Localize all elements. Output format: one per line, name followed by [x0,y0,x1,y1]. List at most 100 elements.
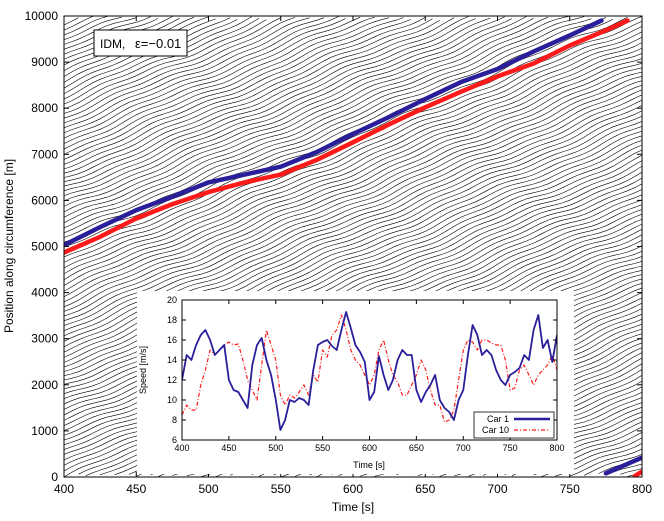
trajectory-line-85 [64,42,642,286]
trajectory-line-93 [64,17,607,243]
trajectory-line-110 [64,17,404,160]
inset-x-tick-label-650: 650 [409,443,424,453]
inset-legend: Car 1 Car 10 [473,411,555,439]
trajectory-line-4 [584,454,642,476]
inset-background [137,291,574,474]
main-x-tick-label-700: 700 [487,482,507,496]
inset-y-tick-label-12: 12 [167,375,177,385]
inset-y-axis-label: Speed [m/s] [138,346,148,394]
inset-x-tick-label-600: 600 [362,443,377,453]
legend-label-car-10: Car 10 [482,425,509,435]
main-x-tick-label-500: 500 [198,482,218,496]
inset-y-tick-label-6: 6 [172,435,177,445]
trajectory-line-106 [64,19,440,178]
trajectory-line-134 [64,16,108,36]
trajectory-line-81 [64,63,642,307]
trajectory-line-104 [64,16,469,187]
main-x-tick-label-750: 750 [560,482,580,496]
main-y-tick-label-2000: 2000 [31,378,58,392]
trajectory-line-103 [64,18,476,192]
legend-label-car-1: Car 1 [487,414,509,424]
main-y-ticks: 0 1000 2000 3000 4000 5000 6000 7000 8000 9000 100… [25,9,642,484]
trajectory-line-107 [64,18,433,174]
trajectory-line-78 [64,76,642,321]
trajectory-line-80 [64,67,642,312]
main-y-tick-label-6000: 6000 [31,193,58,207]
trajectory-line-117 [64,17,310,124]
inset-series-car-1 [182,311,557,431]
trajectory-line-120 [64,19,267,110]
trajectory-line-79 [64,71,642,317]
trajectory-line-118 [64,17,296,119]
main-series-car-1-seg0 [64,18,604,248]
trajectory-line-77 [64,80,642,326]
trajectory-line-1 [620,468,642,475]
main-series-layer [64,18,642,477]
trajectory-line-133 [64,16,122,40]
trajectory-line-121 [64,17,260,105]
main-x-ticks: 400 450 500 550 600 650 700 750 800 [54,16,652,496]
inset-x-tick-label-700: 700 [456,443,471,453]
trajectory-line-98 [64,18,534,218]
trajectory-line-132 [64,17,137,45]
inset-y-tick-label-10: 10 [167,395,177,405]
trajectory-line-119 [64,17,281,114]
trajectory-line-109 [64,19,411,165]
inset-x-tick-label-450: 450 [221,443,236,453]
main-x-tick-label-400: 400 [54,482,74,496]
inset-x-axis-label: Time [s] [353,460,385,470]
trajectory-line-5 [569,448,642,477]
main-y-tick-label-7000: 7000 [31,147,58,161]
main-series-car-10-seg1 [632,469,642,477]
main-y-axis-label: Position along circumference [m] [2,159,16,333]
inset-y-ticks: 6 8 10 12 14 16 18 20 [167,295,557,445]
inset-y-tick-label-20: 20 [167,295,177,305]
main-x-axis-label: Time [s] [332,500,374,514]
trajectory-line-83 [64,53,642,297]
main-y-tick-label-8000: 8000 [31,101,58,115]
inset-y-tick-label-14: 14 [167,355,177,365]
main-y-tick-label-10000: 10000 [25,9,59,23]
trajectory-line-87 [64,31,642,275]
inset-plot: 400 450 500 550 600 650 700 750 800 6 8 10 12 14 16 18… [137,291,574,474]
trajectory-line-111 [64,17,390,155]
main-x-tick-label-650: 650 [415,482,435,496]
trajectory-line-136 [64,17,79,26]
main-y-tick-label-9000: 9000 [31,55,58,69]
trajectory-line-102 [64,17,491,196]
trajectory-line-84 [64,47,642,292]
main-x-tick-label-450: 450 [126,482,146,496]
trajectory-line-82 [64,58,642,303]
trajectory-line-112 [64,16,375,150]
main-y-tick-label-1000: 1000 [31,424,58,438]
inset-y-tick-label-8: 8 [172,415,177,425]
trajectory-line-91 [64,17,628,253]
trajectory-line-105 [64,17,455,182]
model-annotation: IDM, ε=−0.01 [93,29,188,57]
inset-series-car-10 [182,314,557,423]
main-x-tick-label-800: 800 [632,482,652,496]
trajectory-line-76 [64,84,642,331]
main-plot: 400 450 500 550 600 650 700 750 800 0 1000 2000 300… [2,9,652,514]
inset-y-tick-label-16: 16 [167,335,177,345]
inset-series-layer [182,311,557,431]
inset-x-tick-label-750: 750 [503,443,518,453]
trajectory-line-95 [64,16,585,234]
inset-x-tick-label-500: 500 [268,443,283,453]
trajectory-line-115 [64,16,339,134]
inset-x-tick-label-800: 800 [549,443,564,453]
main-x-tick-label-550: 550 [271,482,291,496]
inset-y-tick-label-18: 18 [167,315,177,325]
trajectory-line-100 [64,18,513,207]
trajectory-line-86 [64,36,642,280]
trajectory-line-116 [64,17,325,129]
inset-x-tick-label-400: 400 [174,443,189,453]
main-series-car-1-seg1 [603,455,642,476]
trajectory-line-113 [64,16,361,144]
main-y-tick-label-5000: 5000 [31,240,58,254]
annotation-epsilon-text: ε=−0.01 [135,36,181,51]
legend-box [473,411,555,439]
trajectory-line-88 [64,26,642,269]
